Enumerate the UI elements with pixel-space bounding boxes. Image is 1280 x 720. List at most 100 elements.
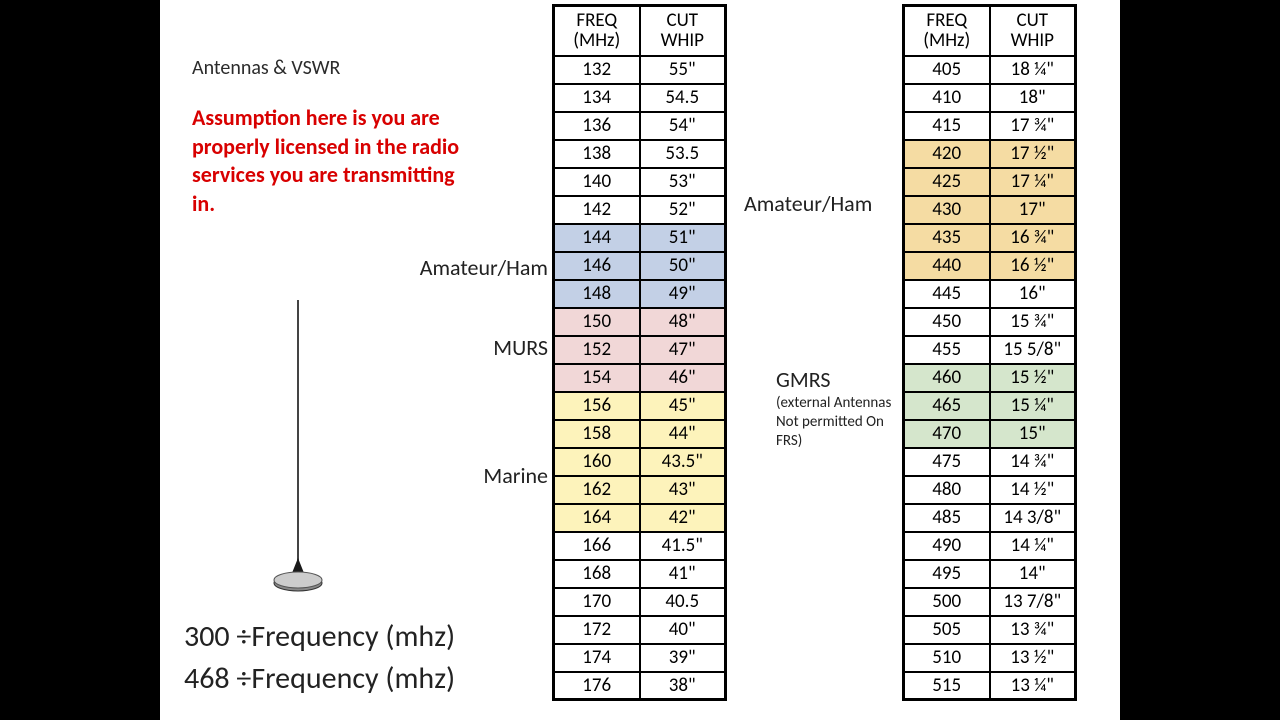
table-row: 49014 ¼"	[904, 532, 1076, 560]
cell-cut: 44"	[640, 420, 726, 448]
whip-table-uhf: FREQ (MHz) CUT WHIP 40518 ¼"41018"41517 …	[902, 4, 1077, 701]
cell-freq: 166	[554, 532, 640, 560]
cell-cut: 13 ¾"	[990, 616, 1076, 644]
cell-freq: 164	[554, 504, 640, 532]
cell-freq: 152	[554, 336, 640, 364]
table-row: 17638"	[554, 672, 726, 700]
cell-cut: 50"	[640, 252, 726, 280]
table-row: 15844"	[554, 420, 726, 448]
cell-cut: 16 ¾"	[990, 224, 1076, 252]
cell-cut: 15 ½"	[990, 364, 1076, 392]
table-row: 48514 3/8"	[904, 504, 1076, 532]
table-row: 14650"	[554, 252, 726, 280]
cell-freq: 505	[904, 616, 990, 644]
cell-freq: 435	[904, 224, 990, 252]
table-row: 45515 5/8"	[904, 336, 1076, 364]
antenna-icon	[268, 300, 328, 600]
cell-cut: 54"	[640, 112, 726, 140]
table-row: 14053"	[554, 168, 726, 196]
table-row: 15048"	[554, 308, 726, 336]
cell-freq: 160	[554, 448, 640, 476]
cell-freq: 158	[554, 420, 640, 448]
cell-cut: 15 5/8"	[990, 336, 1076, 364]
label-gmrs-note: (external Antennas Not permitted On FRS)	[776, 394, 896, 450]
table-row: 41517 ¾"	[904, 112, 1076, 140]
cell-freq: 156	[554, 392, 640, 420]
cell-cut: 40.5	[640, 588, 726, 616]
cell-cut: 46"	[640, 364, 726, 392]
table-row: 13255"	[554, 56, 726, 84]
cell-freq: 500	[904, 588, 990, 616]
cell-freq: 172	[554, 616, 640, 644]
cell-cut: 13 ¼"	[990, 672, 1076, 700]
content-page: Antennas & VSWR Assumption here is you a…	[160, 0, 1120, 720]
cell-cut: 17 ¼"	[990, 168, 1076, 196]
cell-freq: 168	[554, 560, 640, 588]
formula-468: 468 ÷Frequency (mhz)	[184, 660, 455, 697]
cell-freq: 495	[904, 560, 990, 588]
cell-cut: 53.5	[640, 140, 726, 168]
table-row: 14252"	[554, 196, 726, 224]
table-row: 43017"	[904, 196, 1076, 224]
cell-cut: 13 7/8"	[990, 588, 1076, 616]
cell-cut: 13 ½"	[990, 644, 1076, 672]
table-row: 14849"	[554, 280, 726, 308]
cell-cut: 17 ½"	[990, 140, 1076, 168]
cell-freq: 138	[554, 140, 640, 168]
header-cut: CUT WHIP	[990, 6, 1076, 56]
formula-300: 300 ÷Frequency (mhz)	[184, 618, 455, 655]
cell-freq: 515	[904, 672, 990, 700]
left-panel: Antennas & VSWR Assumption here is you a…	[160, 0, 550, 720]
cell-freq: 132	[554, 56, 640, 84]
cell-freq: 134	[554, 84, 640, 112]
header-freq: FREQ (MHz)	[554, 6, 640, 56]
table-row: 41018"	[904, 84, 1076, 112]
cell-freq: 420	[904, 140, 990, 168]
cell-cut: 18 ¼"	[990, 56, 1076, 84]
cell-cut: 39"	[640, 644, 726, 672]
cell-cut: 53"	[640, 168, 726, 196]
cell-freq: 460	[904, 364, 990, 392]
cell-cut: 14 3/8"	[990, 504, 1076, 532]
cell-cut: 17 ¾"	[990, 112, 1076, 140]
table-row: 16243"	[554, 476, 726, 504]
table-row: 46015 ½"	[904, 364, 1076, 392]
table-row: 15247"	[554, 336, 726, 364]
cell-freq: 480	[904, 476, 990, 504]
cell-cut: 43"	[640, 476, 726, 504]
table-row: 44516"	[904, 280, 1076, 308]
table-row: 46515 ¼"	[904, 392, 1076, 420]
table-row: 49514"	[904, 560, 1076, 588]
cell-freq: 142	[554, 196, 640, 224]
cell-cut: 49"	[640, 280, 726, 308]
cell-freq: 485	[904, 504, 990, 532]
cell-cut: 40"	[640, 616, 726, 644]
table-row: 51513 ¼"	[904, 672, 1076, 700]
table-row: 17240"	[554, 616, 726, 644]
cell-cut: 18"	[990, 84, 1076, 112]
cell-freq: 174	[554, 644, 640, 672]
cell-cut: 14"	[990, 560, 1076, 588]
table-row: 15446"	[554, 364, 726, 392]
cell-freq: 405	[904, 56, 990, 84]
cell-cut: 55"	[640, 56, 726, 84]
cell-cut: 45"	[640, 392, 726, 420]
table-row: 13853.5	[554, 140, 726, 168]
cell-freq: 415	[904, 112, 990, 140]
cell-freq: 465	[904, 392, 990, 420]
cell-freq: 440	[904, 252, 990, 280]
cell-freq: 450	[904, 308, 990, 336]
table-row: 17040.5	[554, 588, 726, 616]
table-row: 14451"	[554, 224, 726, 252]
table-row: 16641.5"	[554, 532, 726, 560]
cell-cut: 16"	[990, 280, 1076, 308]
cell-freq: 144	[554, 224, 640, 252]
label-murs: MURS	[493, 334, 548, 361]
cell-freq: 455	[904, 336, 990, 364]
label-gmrs: GMRS	[776, 366, 830, 393]
cell-freq: 154	[554, 364, 640, 392]
cell-freq: 136	[554, 112, 640, 140]
label-marine: Marine	[483, 462, 548, 489]
table-row: 50013 7/8"	[904, 588, 1076, 616]
table-row: 44016 ½"	[904, 252, 1076, 280]
